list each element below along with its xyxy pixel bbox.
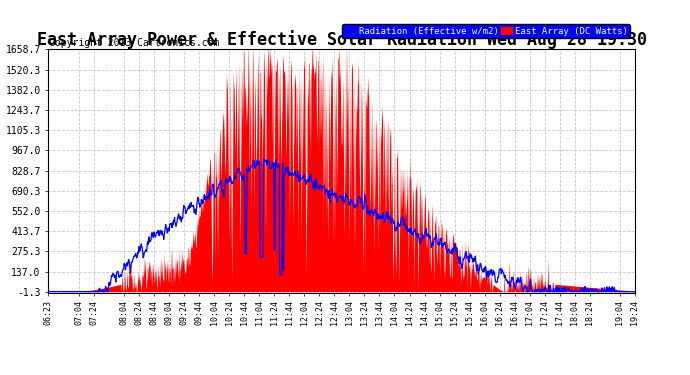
Text: Copyright 2013 Cartronics.com: Copyright 2013 Cartronics.com xyxy=(50,38,220,48)
Legend: Radiation (Effective w/m2), East Array (DC Watts): Radiation (Effective w/m2), East Array (… xyxy=(342,24,630,38)
Title: East Array Power & Effective Solar Radiation Wed Aug 28 19:30: East Array Power & Effective Solar Radia… xyxy=(37,30,647,49)
